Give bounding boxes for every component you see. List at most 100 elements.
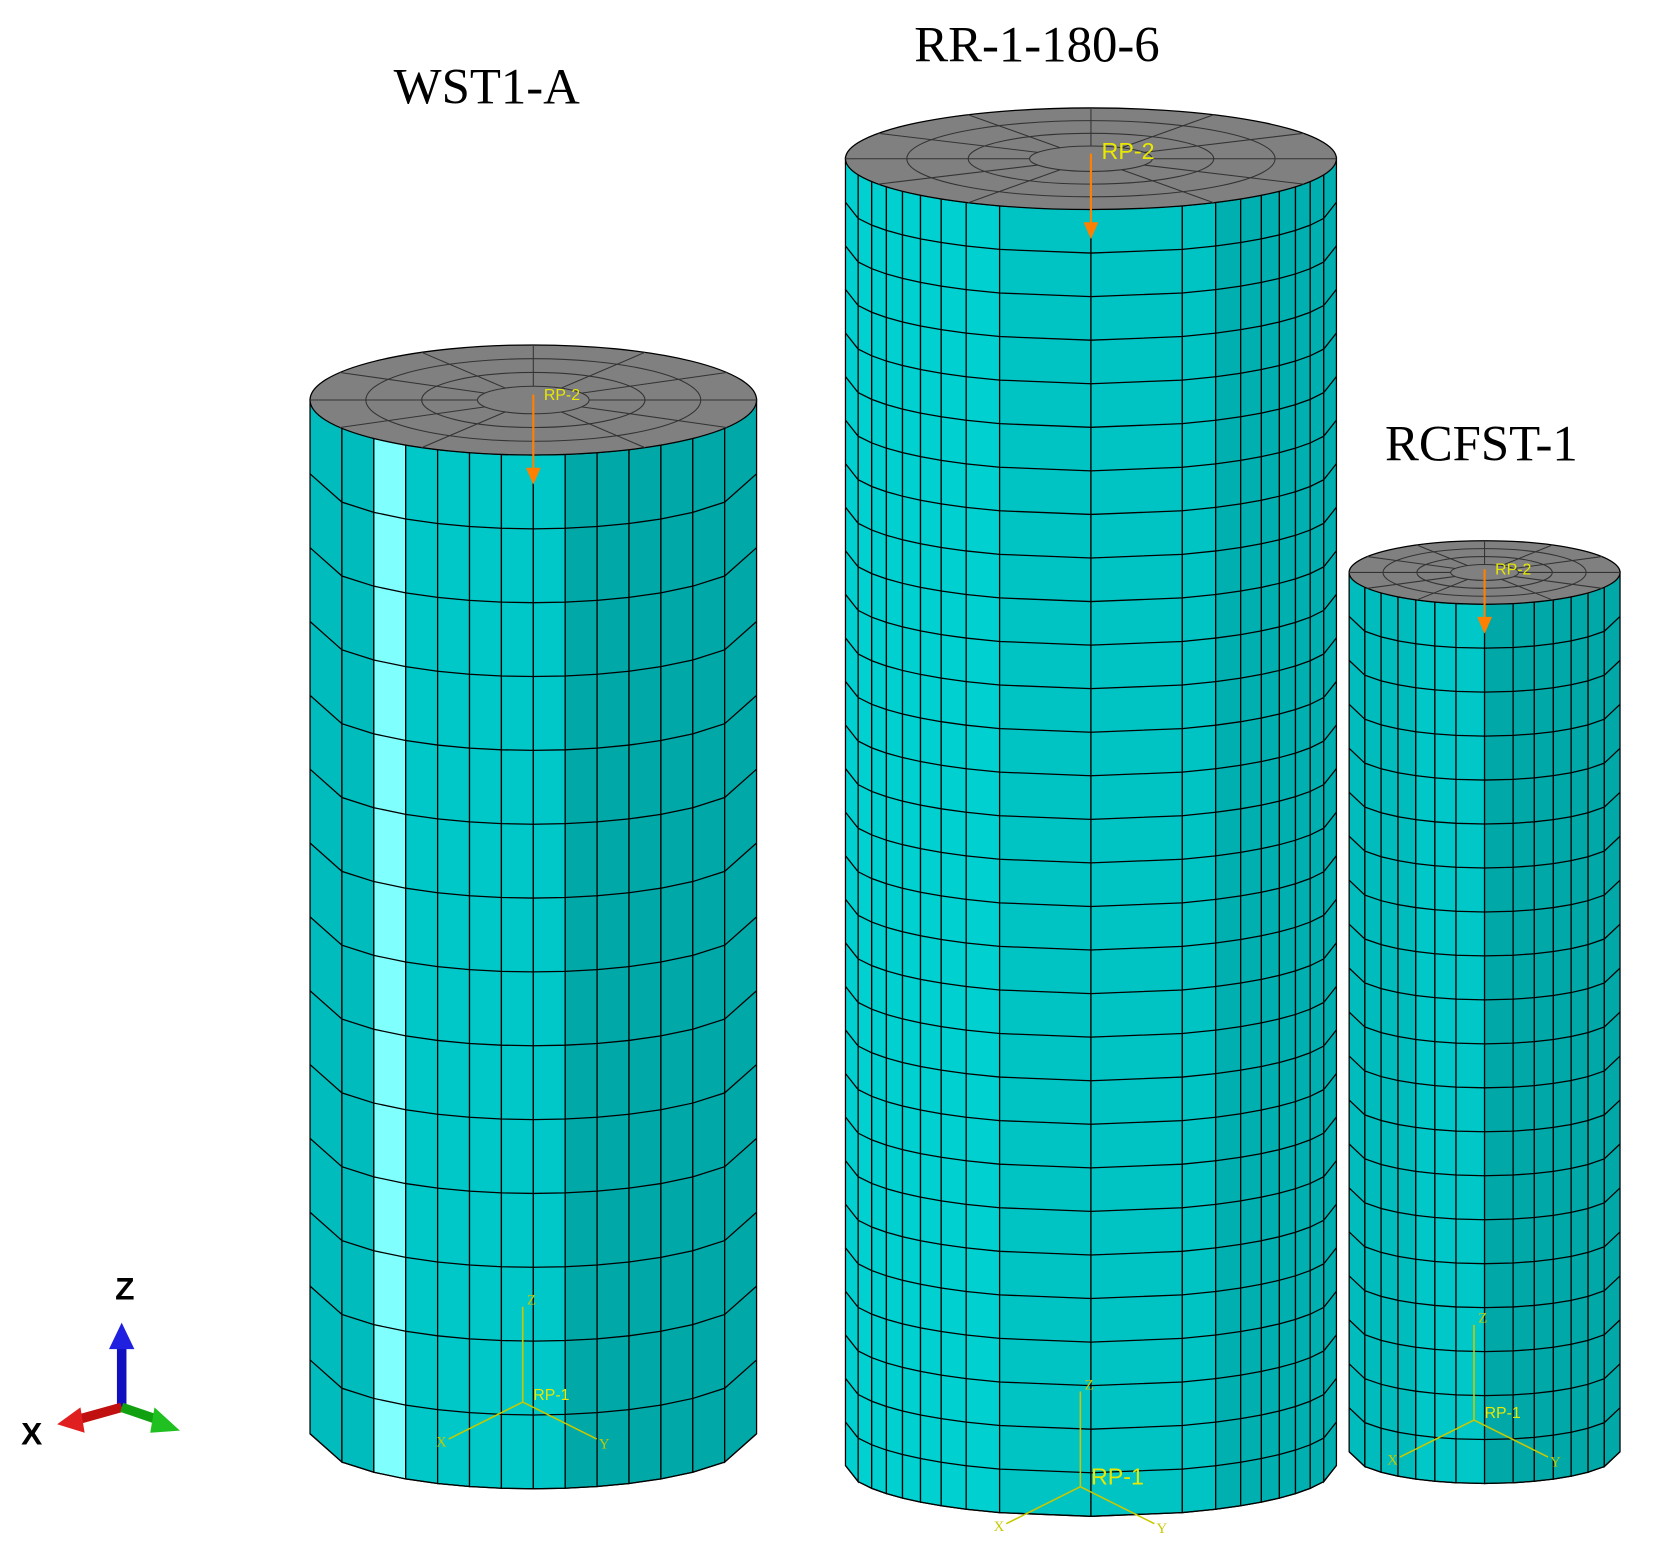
load-arrowhead	[525, 467, 541, 485]
mesh-ring	[1348, 1011, 1621, 1045]
top-mesh	[1501, 578, 1553, 601]
top-mesh	[968, 169, 1061, 204]
mesh-ring	[1348, 923, 1621, 957]
mesh-ring	[1348, 1319, 1621, 1353]
mesh-ring	[844, 768, 1337, 820]
top-mesh	[1121, 169, 1214, 204]
local-triad: Z X Y RP-1	[436, 1293, 610, 1453]
mesh-ring	[1348, 1451, 1621, 1485]
local-x	[1005, 1485, 1081, 1525]
top-mesh	[561, 351, 646, 389]
mesh-ring	[1348, 1275, 1621, 1309]
y-arrowhead	[150, 1407, 180, 1433]
reference-point-label: RP-2	[1495, 562, 1531, 579]
top-mesh	[1367, 556, 1456, 570]
mesh-ring	[844, 463, 1337, 516]
mesh-ring	[1348, 747, 1621, 781]
column: RP-2 Z X Y RP-1 WST1-A	[309, 59, 758, 1490]
top-mesh	[1121, 114, 1214, 149]
mesh-ring	[844, 1378, 1337, 1430]
mesh-ring	[1348, 1099, 1621, 1133]
top-mesh	[1144, 132, 1304, 153]
specimen-title: RR-1-180-6	[914, 16, 1159, 72]
mesh-ring	[1348, 1363, 1621, 1397]
mesh-ring	[1348, 967, 1621, 1001]
mesh-ring	[844, 1421, 1337, 1474]
mesh-ring	[1348, 879, 1621, 913]
axis-label: X	[436, 1434, 447, 1450]
mesh-ring	[844, 419, 1337, 472]
axis-label: Z	[527, 1293, 536, 1309]
x-label: X	[21, 1415, 42, 1451]
mesh-ring	[1348, 1187, 1621, 1221]
mesh-ring	[309, 1064, 757, 1121]
mesh-ring	[844, 1334, 1337, 1387]
mesh-ring	[844, 898, 1337, 951]
top-mesh	[581, 371, 727, 394]
load-arrowhead	[1477, 616, 1492, 634]
mesh-ring	[1348, 1407, 1621, 1441]
top-mesh	[1416, 544, 1468, 567]
column: RP-2 Z X Y RP-1 RCFST-1	[1348, 415, 1621, 1485]
mesh-ring	[309, 694, 757, 752]
top-mesh	[1501, 544, 1553, 567]
reference-point-label: RP-2	[1102, 138, 1155, 164]
top-mesh	[1367, 575, 1456, 589]
top-mesh	[339, 406, 486, 429]
mesh-ring	[844, 1247, 1337, 1300]
mesh-ring	[309, 842, 757, 899]
mesh-ring	[844, 1116, 1337, 1169]
x-arrowhead	[57, 1407, 85, 1433]
mesh-ring	[844, 811, 1337, 864]
mesh-ring	[844, 245, 1337, 298]
local-triad: Z X Y RP-1	[994, 1377, 1168, 1537]
mesh-ring	[1348, 1055, 1621, 1089]
z-arrowhead	[108, 1322, 135, 1350]
mesh-ring	[844, 1203, 1337, 1256]
mesh-ring	[844, 332, 1337, 385]
top-mesh	[581, 406, 727, 429]
mesh-ring	[1348, 1231, 1621, 1265]
mesh-ring	[844, 506, 1337, 559]
mesh-ring	[844, 1465, 1337, 1517]
mesh-ring	[844, 1029, 1337, 1082]
mesh-ring	[1348, 615, 1621, 649]
axis-label: X	[994, 1519, 1005, 1535]
mesh-ring	[844, 289, 1337, 341]
top-mesh	[1416, 578, 1468, 601]
top-mesh	[968, 114, 1061, 149]
reference-point-label: RP-1	[1091, 1464, 1144, 1490]
x-axis	[74, 1402, 123, 1425]
z-label: Z	[115, 1270, 134, 1306]
mesh-ring	[844, 855, 1337, 908]
mesh-ring	[844, 550, 1337, 603]
mesh-ring	[844, 376, 1337, 428]
load-arrowhead	[1083, 222, 1099, 240]
mesh-ring	[844, 637, 1337, 690]
local-x	[1399, 1419, 1475, 1458]
top-mesh	[878, 132, 1038, 153]
axis-label: Z	[1478, 1311, 1487, 1327]
mesh-ring	[844, 985, 1337, 1038]
mesh-ring	[309, 916, 757, 973]
mesh-ring	[844, 1160, 1337, 1213]
local-y	[522, 1401, 598, 1440]
mesh-ring	[844, 1073, 1337, 1125]
mesh-ring	[844, 681, 1337, 733]
reference-point-label: RP-1	[1485, 1405, 1521, 1422]
specimen-title: WST1-A	[394, 59, 580, 115]
mesh-ring	[1348, 1143, 1621, 1177]
top-mesh	[421, 351, 506, 389]
axis-label: Z	[1085, 1377, 1094, 1393]
column: RP-2 Z X Y RP-1 RR-1-180-6	[844, 16, 1338, 1537]
local-x	[448, 1401, 524, 1440]
mesh-ring	[309, 768, 757, 825]
reference-point-label: RP-2	[544, 387, 580, 404]
mesh-ring	[309, 621, 757, 678]
local-y	[1080, 1485, 1155, 1525]
axis-label: Y	[1157, 1521, 1168, 1537]
axis-label: Y	[1550, 1455, 1561, 1471]
mesh-ring	[309, 547, 757, 604]
axis-label: X	[1387, 1452, 1398, 1468]
